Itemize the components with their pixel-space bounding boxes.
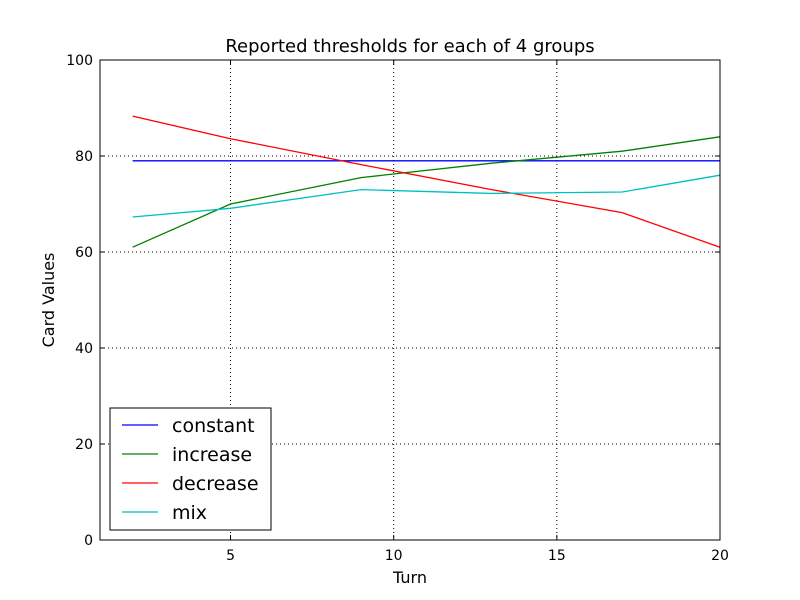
legend-label-mix: mix <box>172 502 207 524</box>
y-tick-label: 60 <box>75 245 93 261</box>
x-tick-label: 5 <box>226 548 235 564</box>
series-line-decrease <box>132 115 721 248</box>
plot-area <box>99 59 721 541</box>
y-tick-label: 100 <box>66 53 93 69</box>
axis-ticks: 5 10 15 20 0 20 40 60 80 100 <box>66 53 729 564</box>
chart-title: Reported thresholds for each of 4 groups <box>225 36 594 57</box>
legend-box <box>109 407 272 531</box>
x-axis-label: Turn <box>392 568 427 587</box>
y-tick-label: 40 <box>75 341 93 357</box>
y-tick-label: 80 <box>75 149 93 165</box>
x-tick-label: 10 <box>385 548 403 564</box>
y-tick-label: 20 <box>75 437 93 453</box>
series-line-increase <box>132 136 721 248</box>
x-tick-label: 15 <box>548 548 566 564</box>
series-lines <box>132 115 721 248</box>
legend-label-decrease: decrease <box>172 473 259 495</box>
y-tick-label: 0 <box>84 533 93 549</box>
legend: constant increase decrease mix <box>109 407 272 531</box>
legend-label-constant: constant <box>172 415 255 437</box>
y-axis-label: Card Values <box>39 253 58 348</box>
legend-label-increase: increase <box>172 444 252 466</box>
series-line-mix <box>132 174 721 218</box>
x-tick-label: 20 <box>711 548 729 564</box>
